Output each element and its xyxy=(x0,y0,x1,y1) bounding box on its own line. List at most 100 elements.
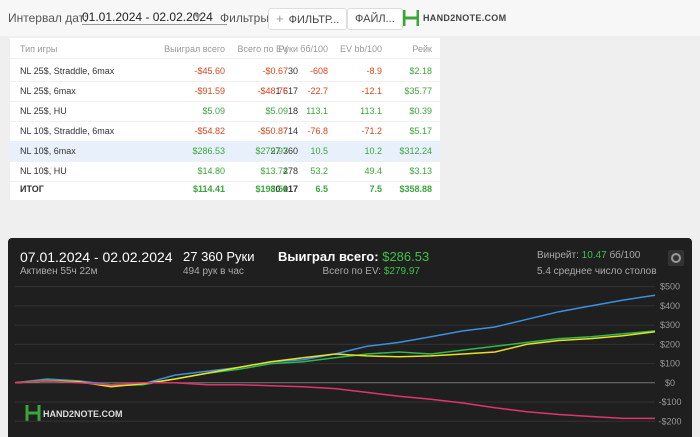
hands-per-hour: 494 рук в час xyxy=(183,266,244,277)
table-cell: $279.97 xyxy=(255,146,288,156)
table-cell: $5.09 xyxy=(265,106,288,116)
graph-panel: 07.01.2024 - 02.02.2024 Активен 55ч 22м … xyxy=(8,238,692,437)
y-tick-label: -$200 xyxy=(658,416,681,426)
total-cell: $114.41 xyxy=(192,184,225,194)
table-cell: $5.09 xyxy=(202,106,225,116)
table-cell: -76.8 xyxy=(307,126,328,136)
table-cell: 1 617 xyxy=(275,86,298,96)
won-label: Выиграл всего: xyxy=(278,249,379,264)
stats-table: Тип игры Руки Выиграл всего Всего по EV бб/1… xyxy=(10,38,440,200)
active-time: Активен 55ч 22м xyxy=(20,266,98,277)
chart-logo-text: HAND2NOTE.COM xyxy=(43,409,123,419)
table-cell: 10.5 xyxy=(310,146,328,156)
table-cell: $5.17 xyxy=(409,126,432,136)
table-cell: NL 25$, Straddle, 6max xyxy=(20,66,115,76)
dropdown-arrow xyxy=(194,14,202,19)
series-line xyxy=(14,330,656,387)
table-cell: NL 25$, HU xyxy=(20,106,67,116)
table-cell: -$91.59 xyxy=(194,86,225,96)
y-tick-label: -$100 xyxy=(658,397,681,407)
table-cell: $35.77 xyxy=(404,86,432,96)
total-cell: ИТОГ xyxy=(20,184,44,194)
table-cell: 278 xyxy=(282,166,298,176)
series-line xyxy=(14,331,656,388)
hands: 27 360 Руки xyxy=(183,249,255,264)
table-cell: $2.18 xyxy=(409,66,432,76)
date-label: Интервал дат: xyxy=(8,11,88,25)
table-row[interactable]: NL 25$, 6max 1 617 -$91.59 -$48.75 -22.7 -12.… xyxy=(10,81,440,102)
winrate: Винрейт: 10.47 бб/100 xyxy=(537,250,640,261)
table-row[interactable]: NL 10$, HU 278 $14.80 $13.74 53.2 49.4 $3.13 xyxy=(10,161,440,182)
table-cell: -$45.60 xyxy=(194,66,225,76)
table-cell: $14.80 xyxy=(197,166,225,176)
header-row: Тип игры Руки Выиграл всего Всего по EV бб/1… xyxy=(10,38,440,59)
file-button[interactable]: ФАЙЛ... xyxy=(347,8,403,30)
table-row[interactable]: NL 25$, HU 18 $5.09 $5.09 113.1 113.1 $0.39 xyxy=(10,101,440,122)
table-row[interactable]: NL 25$, Straddle, 6max 30 -$45.60 -$0.67 -60… xyxy=(10,61,440,82)
table-cell: $0.39 xyxy=(409,106,432,116)
column-header: Рейк xyxy=(412,44,432,54)
total-cell: $198.51 xyxy=(255,184,288,194)
table-cell: 113.1 xyxy=(306,106,328,116)
table-cell: -$50.87 xyxy=(257,126,288,136)
table-cell: -$0.67 xyxy=(262,66,288,76)
table-cell: -608 xyxy=(309,66,328,76)
table-cell: $13.74 xyxy=(260,166,288,176)
winrate-value: 10.47 xyxy=(581,250,607,261)
toolbar: Интервал дат: 01.01.2024 - 02.02.2024 Фи… xyxy=(0,0,700,36)
column-header: Руки xyxy=(278,44,298,54)
column-header: Всего по EV xyxy=(237,44,288,54)
table-cell: NL 10$, HU xyxy=(20,166,67,176)
column-header: бб/100 xyxy=(300,44,328,54)
settings-button[interactable] xyxy=(668,250,684,266)
filter-button-text: ФИЛЬТР... xyxy=(288,14,340,26)
table-cell: 30 xyxy=(287,66,298,76)
ev-value: $279.97 xyxy=(383,266,420,277)
filters-label: Фильтры: xyxy=(220,11,273,25)
table-cell: -71.2 xyxy=(361,126,382,136)
total-cell: $358.88 xyxy=(399,184,432,194)
period: 07.01.2024 - 02.02.2024 xyxy=(20,249,173,265)
winrate-unit: бб/100 xyxy=(609,250,641,261)
table-cell: NL 10$, 6max xyxy=(20,146,76,156)
logo-icon xyxy=(403,10,419,26)
y-tick-label: $0 xyxy=(665,378,675,388)
date-range[interactable]: 01.01.2024 - 02.02.2024 xyxy=(82,10,227,25)
table-cell: NL 10$, Straddle, 6max xyxy=(20,126,115,136)
table-row[interactable]: NL 10$, 6max 27 360 $286.53 $279.97 10.5 10.2… xyxy=(10,141,440,162)
table-cell: 18 xyxy=(287,106,298,116)
logo-text: HAND2NOTE.COM xyxy=(423,13,507,23)
table-cell: -$54.82 xyxy=(194,126,225,136)
column-header: EV bb/100 xyxy=(339,44,382,54)
table-cell: NL 25$, 6max xyxy=(20,86,76,96)
total-row: ИТОГ 30 017 $114.41 $198.51 6.5 7.5 $358.88 xyxy=(10,181,440,201)
filter-button[interactable]: + ФИЛЬТР... xyxy=(268,8,348,30)
table-cell: $312.24 xyxy=(399,146,432,156)
chart-logo-icon xyxy=(25,405,41,421)
y-tick-label: $100 xyxy=(660,359,680,369)
table-cell: 53.2 xyxy=(310,166,328,176)
table-cell: 113.1 xyxy=(360,106,382,116)
won-total: Выиграл всего: $286.53 xyxy=(278,249,429,264)
winrate-label: Винрейт: xyxy=(537,250,579,261)
line-chart: HAND2NOTE.COM $500 $400 $300 $200 $100 $0 -$10… xyxy=(14,282,682,426)
y-tick-label: $500 xyxy=(660,282,680,292)
table-cell: -22.7 xyxy=(307,86,328,96)
table-cell: -$48.75 xyxy=(257,86,288,96)
y-tick-label: $400 xyxy=(660,301,680,311)
table-row[interactable]: NL 10$, Straddle, 6max 714 -$54.82 -$50.87 -… xyxy=(10,121,440,142)
column-header: Выиграл всего xyxy=(164,44,225,54)
table-cell: 27 360 xyxy=(270,146,298,156)
total-cell: 6.5 xyxy=(315,184,328,194)
table-cell: 714 xyxy=(282,126,298,136)
column-header: Тип игры xyxy=(20,44,58,54)
table-cell: 10.2 xyxy=(364,146,382,156)
avg-tables: 5.4 среднее число столов xyxy=(537,266,657,277)
table-cell: 49.4 xyxy=(364,166,382,176)
series-line xyxy=(14,380,655,420)
table-cell: -8.9 xyxy=(366,66,382,76)
ev-total: Всего по EV: $279.97 xyxy=(323,266,420,277)
total-cell: 7.5 xyxy=(369,184,382,194)
table-cell: $286.53 xyxy=(192,146,225,156)
